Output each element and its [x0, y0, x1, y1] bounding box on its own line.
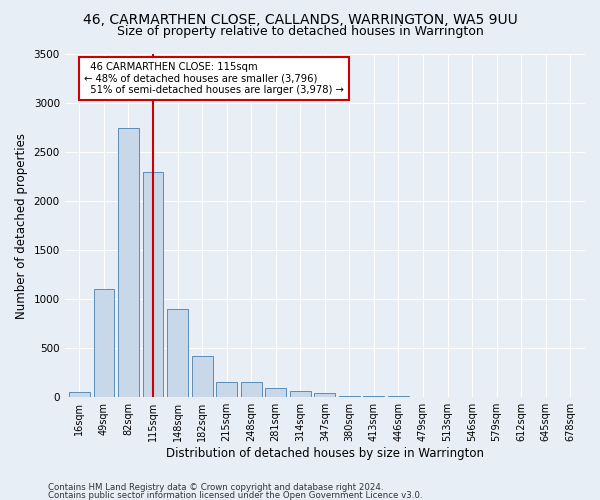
Text: Size of property relative to detached houses in Warrington: Size of property relative to detached ho… — [116, 25, 484, 38]
Bar — [314, 394, 335, 397]
Bar — [118, 128, 139, 397]
Bar — [69, 392, 90, 397]
Y-axis label: Number of detached properties: Number of detached properties — [15, 132, 28, 318]
Bar — [216, 382, 237, 397]
Text: Contains public sector information licensed under the Open Government Licence v3: Contains public sector information licen… — [48, 490, 422, 500]
Bar — [191, 356, 212, 397]
Bar — [94, 290, 115, 397]
Bar — [339, 396, 360, 397]
Text: 46, CARMARTHEN CLOSE, CALLANDS, WARRINGTON, WA5 9UU: 46, CARMARTHEN CLOSE, CALLANDS, WARRINGT… — [83, 12, 517, 26]
Bar — [290, 392, 311, 397]
Bar — [364, 396, 385, 397]
Bar — [241, 382, 262, 397]
Text: 46 CARMARTHEN CLOSE: 115sqm
← 48% of detached houses are smaller (3,796)
  51% o: 46 CARMARTHEN CLOSE: 115sqm ← 48% of det… — [85, 62, 344, 95]
Bar — [143, 172, 163, 397]
Bar — [167, 309, 188, 397]
Text: Contains HM Land Registry data © Crown copyright and database right 2024.: Contains HM Land Registry data © Crown c… — [48, 483, 383, 492]
X-axis label: Distribution of detached houses by size in Warrington: Distribution of detached houses by size … — [166, 447, 484, 460]
Bar — [265, 388, 286, 397]
Bar — [388, 396, 409, 397]
